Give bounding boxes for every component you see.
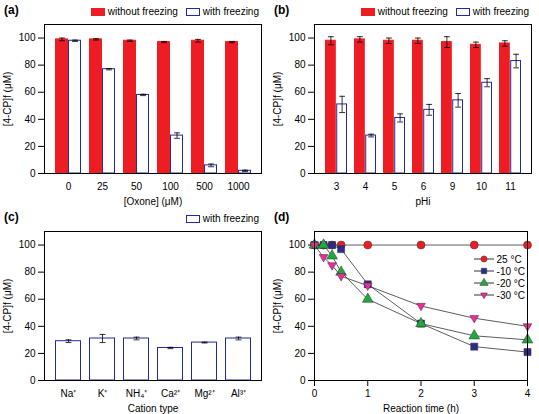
svg-text:40: 40 <box>294 114 306 125</box>
svg-text:4: 4 <box>363 181 369 192</box>
html-text:-10 °C: -10 °C <box>496 265 525 277</box>
svg-text:Na⁺: Na⁺ <box>61 388 78 399</box>
svg-text:Ca²⁺: Ca²⁺ <box>161 388 181 399</box>
svg-text:9: 9 <box>450 181 456 192</box>
svg-text:80: 80 <box>24 266 36 277</box>
svg-text:40: 40 <box>24 321 36 332</box>
svg-text:0: 0 <box>66 181 72 192</box>
svg-text:NH₄⁺: NH₄⁺ <box>126 388 149 399</box>
svg-text:[4-CP]f (μM): [4-CP]f (μM) <box>2 72 13 127</box>
svg-text:60: 60 <box>24 293 36 304</box>
html-text:(c): (c) <box>4 210 19 224</box>
svg-text:K⁺: K⁺ <box>98 388 109 399</box>
svg-text:80: 80 <box>294 59 306 70</box>
svg-text:40: 40 <box>294 321 306 332</box>
svg-text:2: 2 <box>418 388 424 399</box>
svg-text:1000: 1000 <box>227 181 250 192</box>
svg-text:0: 0 <box>300 168 306 179</box>
svg-text:20: 20 <box>294 348 306 359</box>
html-text:25 °C: 25 °C <box>496 253 522 265</box>
html-text:with freezing: with freezing <box>202 6 259 17</box>
svg-text:pHi: pHi <box>415 196 430 207</box>
html-text:(a): (a) <box>4 3 19 17</box>
svg-text:60: 60 <box>294 86 306 97</box>
svg-text:5: 5 <box>392 181 398 192</box>
svg-text:0: 0 <box>30 168 36 179</box>
svg-text:10: 10 <box>476 181 488 192</box>
svg-text:100: 100 <box>19 32 36 43</box>
svg-text:100: 100 <box>289 239 306 250</box>
svg-text:1: 1 <box>365 388 371 399</box>
svg-text:25: 25 <box>97 181 109 192</box>
svg-text:6: 6 <box>421 181 427 192</box>
svg-text:4: 4 <box>525 388 531 399</box>
svg-text:[Oxone] (μM): [Oxone] (μM) <box>124 196 183 207</box>
html-text:-30 °C: -30 °C <box>496 289 525 301</box>
html-text:without freezing: without freezing <box>107 6 178 17</box>
svg-text:[4-CP]f (μM): [4-CP]f (μM) <box>2 279 13 334</box>
svg-text:20: 20 <box>294 141 306 152</box>
svg-text:60: 60 <box>294 293 306 304</box>
svg-text:50: 50 <box>131 181 143 192</box>
svg-text:3: 3 <box>334 181 340 192</box>
svg-text:[4-CP]f (μM): [4-CP]f (μM) <box>272 279 283 334</box>
svg-text:Reaction time (h): Reaction time (h) <box>383 403 459 414</box>
svg-text:0: 0 <box>30 375 36 386</box>
svg-text:Mg²⁺: Mg²⁺ <box>194 388 215 399</box>
svg-text:Cation type: Cation type <box>128 403 179 414</box>
svg-text:100: 100 <box>162 181 179 192</box>
html-text:without freezing: without freezing <box>377 6 448 17</box>
svg-text:100: 100 <box>289 32 306 43</box>
svg-text:80: 80 <box>24 59 36 70</box>
svg-text:60: 60 <box>24 86 36 97</box>
svg-text:11: 11 <box>505 181 516 192</box>
svg-text:20: 20 <box>24 141 36 152</box>
svg-text:500: 500 <box>196 181 213 192</box>
svg-text:Al³⁺: Al³⁺ <box>231 388 247 399</box>
html-text:-20 °C: -20 °C <box>496 277 525 289</box>
svg-text:20: 20 <box>24 348 36 359</box>
svg-text:80: 80 <box>294 266 306 277</box>
svg-text:0: 0 <box>312 388 318 399</box>
svg-text:0: 0 <box>300 375 306 386</box>
svg-text:40: 40 <box>24 114 36 125</box>
html-text:(b): (b) <box>274 3 290 17</box>
svg-text:100: 100 <box>19 239 36 250</box>
html-text:with freezing: with freezing <box>472 6 529 17</box>
svg-text:3: 3 <box>471 388 477 399</box>
html-text:(d): (d) <box>274 210 290 224</box>
html-text:with freezing: with freezing <box>202 213 259 224</box>
svg-text:[4-CP]f (μM): [4-CP]f (μM) <box>272 72 283 127</box>
